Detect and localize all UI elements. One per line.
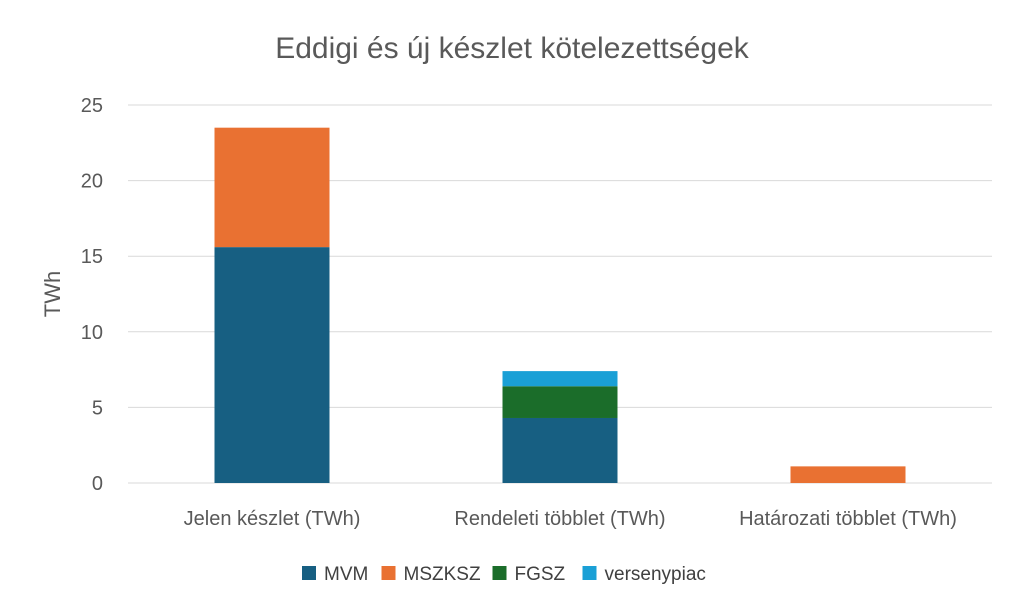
bar-segment-versenypiac [502,371,618,387]
y-tick-label: 15 [81,246,103,268]
y-axis-label: TWh [40,271,65,317]
legend-label: MVM [324,564,368,585]
legend-swatch [582,566,597,580]
legend-swatch [302,566,316,580]
legend-label: FGSZ [515,564,566,585]
chart-title: Eddigi és új készlet kötelezettségek [275,32,750,65]
bar-segment-mszksz [214,127,330,248]
y-tick-label: 10 [81,322,103,344]
x-tick-label: Határozati többlet (TWh) [739,508,957,530]
legend: MVM MSZKSZ FGSZ versenypiac [302,564,706,585]
bar-segment-mszksz [790,466,906,483]
y-tick-label: 20 [81,171,103,193]
legend-swatch [381,566,396,580]
x-tick-label: Rendeleti többlet (TWh) [454,508,665,530]
bar-segment-mvm [502,417,618,483]
y-tick-label: 5 [92,397,103,419]
legend-label: MSZKSZ [404,564,481,585]
y-tick-label: 25 [81,95,103,117]
bar-segment-fgsz [502,386,618,418]
legend-label: versenypiac [605,564,706,585]
x-axis-ticks: Jelen készlet (TWh) Rendeleti többlet (TW… [184,508,957,530]
legend-swatch [492,566,507,580]
x-tick-label: Jelen készlet (TWh) [184,508,361,530]
bar-segment-mvm [214,247,330,483]
y-tick-label: 0 [92,473,103,495]
y-axis-ticks: 0 5 10 15 20 25 [81,95,103,495]
bars [214,127,906,483]
